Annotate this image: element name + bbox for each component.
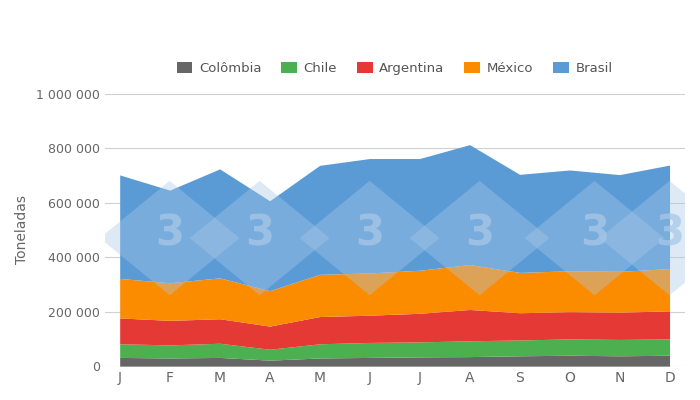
Y-axis label: Toneladas: Toneladas xyxy=(15,196,29,264)
Text: 3: 3 xyxy=(155,213,184,255)
Polygon shape xyxy=(190,181,330,295)
Polygon shape xyxy=(524,181,664,295)
Polygon shape xyxy=(99,181,239,295)
Text: 3: 3 xyxy=(655,213,684,255)
Text: 3: 3 xyxy=(580,213,609,255)
Text: 3: 3 xyxy=(245,213,274,255)
Polygon shape xyxy=(300,181,440,295)
Polygon shape xyxy=(410,181,550,295)
Text: 3: 3 xyxy=(465,213,494,255)
Legend: Colômbia, Chile, Argentina, México, Brasil: Colômbia, Chile, Argentina, México, Bras… xyxy=(172,57,618,80)
Polygon shape xyxy=(600,181,700,295)
Text: 3: 3 xyxy=(355,213,384,255)
